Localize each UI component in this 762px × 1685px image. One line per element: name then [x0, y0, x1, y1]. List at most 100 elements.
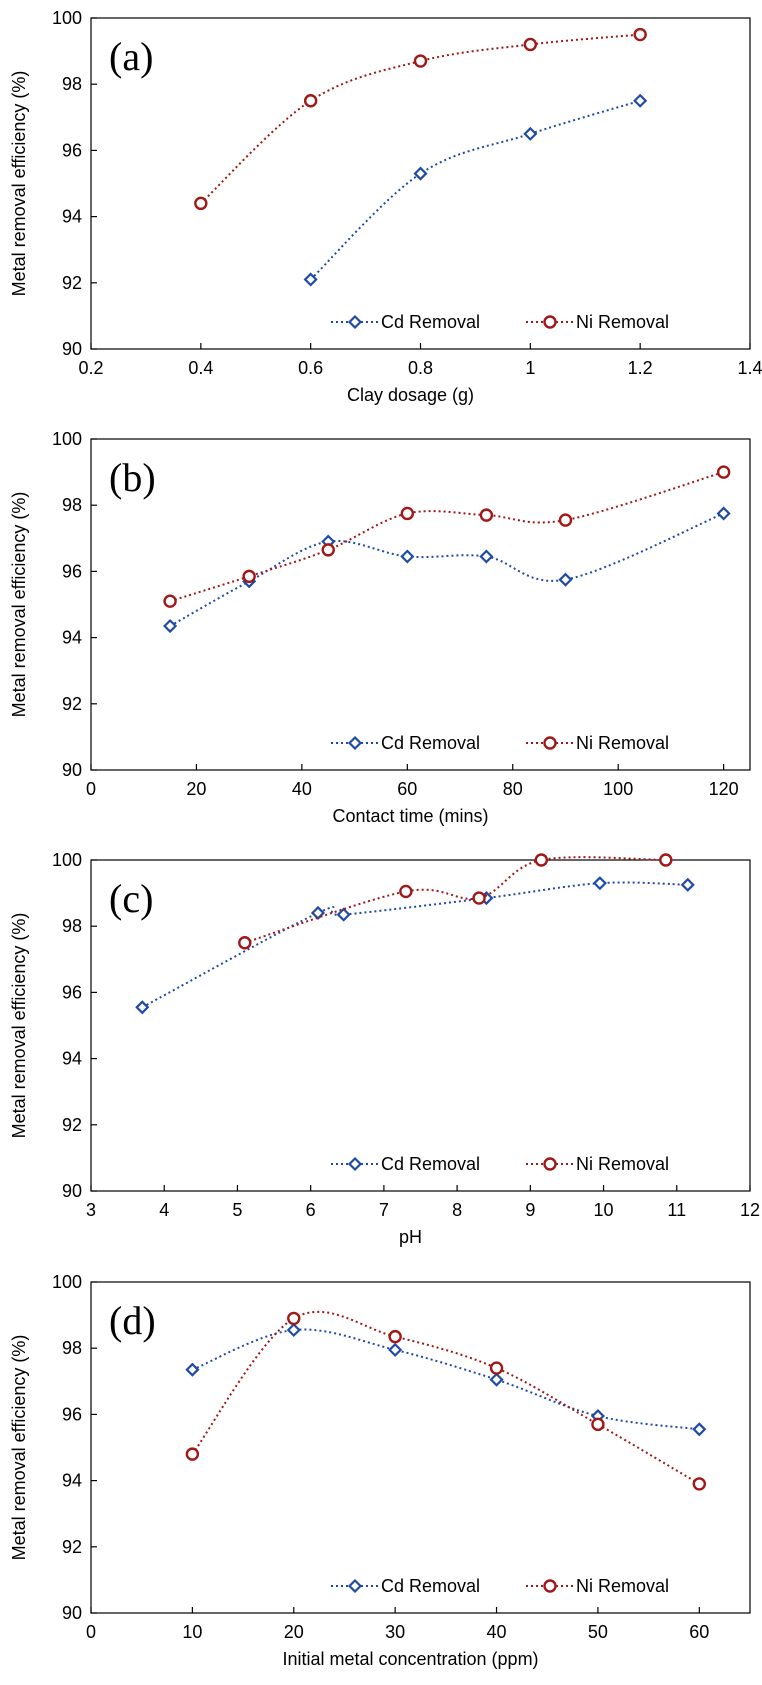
y-axis-title: Metal removal efficiency (%): [9, 71, 29, 297]
legend-label: Ni Removal: [576, 312, 669, 332]
x-axis-title: Contact time (mins): [332, 806, 488, 826]
data-point-ni: [523, 37, 538, 52]
x-tick-label: 11: [667, 1200, 686, 1220]
x-tick-label: 8: [452, 1200, 462, 1220]
data-point-cd: [479, 549, 494, 564]
x-tick-label: 5: [232, 1200, 242, 1220]
y-tick-label: 90: [62, 339, 82, 359]
data-point-ni: [185, 1447, 200, 1461]
legend-item-cd: Cd Removal: [331, 312, 480, 332]
data-point-cd: [716, 506, 731, 521]
y-tick-label: 96: [62, 982, 82, 1002]
y-tick-label: 90: [62, 760, 82, 780]
panel-label: (c): [109, 876, 153, 921]
y-tick-label: 94: [62, 1049, 82, 1069]
chart-panel-1: 90 92 94 96 98 100 0.2 0.4 0.6 0.8 1 1.2 1.4 Clay dos…: [9, 8, 762, 405]
data-point-ni: [472, 891, 486, 905]
y-tick-label: 98: [62, 74, 82, 94]
data-point-ni: [716, 465, 731, 479]
y-tick-label: 100: [52, 8, 82, 28]
series-line-ni: [244, 856, 666, 944]
data-point-cd: [413, 166, 428, 181]
data-point-ni: [558, 513, 573, 527]
chart-panel-4: 90 92 94 96 98 100 0 10 20 30 40 50 60 Initial metal …: [9, 1272, 751, 1669]
series-line-ni: [169, 471, 724, 603]
y-tick-label: 100: [52, 850, 82, 870]
y-axis-title: Metal removal efficiency (%): [9, 492, 29, 718]
data-point-cd: [336, 907, 351, 922]
data-point-cd: [286, 1322, 301, 1338]
x-tick-label: 1.2: [628, 358, 653, 378]
x-tick-label: 1.4: [737, 358, 762, 378]
y-tick-label: 96: [62, 561, 82, 581]
x-tick-label: 1: [525, 358, 535, 378]
x-tick-label: 3: [86, 1200, 96, 1220]
y-tick-label: 98: [62, 1338, 82, 1358]
y-tick-label: 92: [62, 694, 82, 714]
x-tick-label: 40: [292, 779, 312, 799]
data-point-ni: [591, 1417, 605, 1432]
panel-label: (d): [109, 1298, 156, 1343]
legend-label: Ni Removal: [576, 733, 669, 753]
x-tick-label: 120: [709, 779, 739, 799]
legend-circle-marker: [543, 315, 557, 329]
y-tick-label: 94: [62, 628, 82, 648]
x-tick-label: 10: [594, 1200, 614, 1220]
x-tick-label: 100: [603, 779, 633, 799]
data-point-ni: [489, 1361, 504, 1375]
data-point-cd: [489, 1372, 504, 1387]
x-axis-title: Initial metal concentration (ppm): [282, 1649, 538, 1669]
legend-label: Cd Removal: [381, 1576, 480, 1596]
x-tick-label: 9: [525, 1200, 535, 1220]
data-point-ni: [633, 27, 647, 42]
series-line-cd: [309, 99, 641, 281]
data-point-ni: [303, 94, 318, 108]
legend-diamond-marker: [347, 314, 363, 330]
data-point-ni: [534, 853, 549, 867]
legend-item-ni: Ni Removal: [526, 1576, 669, 1596]
legend-label: Ni Removal: [576, 1576, 669, 1596]
data-point-ni: [388, 1329, 402, 1344]
data-point-ni: [238, 936, 252, 950]
legend-diamond-marker: [347, 735, 363, 751]
legend-label: Cd Removal: [381, 733, 480, 753]
y-tick-label: 90: [62, 1181, 82, 1201]
legend-item-ni: Ni Removal: [526, 733, 669, 753]
y-tick-label: 96: [62, 1404, 82, 1424]
x-tick-label: 50: [588, 1622, 608, 1642]
x-tick-label: 40: [487, 1622, 507, 1642]
x-tick-label: 0.4: [188, 358, 213, 378]
x-tick-label: 0.8: [408, 358, 433, 378]
legend-item-cd: Cd Removal: [331, 733, 480, 753]
plot-frame: [90, 1281, 751, 1614]
data-point-cd: [633, 93, 648, 108]
legend-circle-marker: [543, 1157, 557, 1171]
data-point-cd: [163, 618, 178, 634]
data-point-ni: [479, 508, 494, 522]
data-point-ni: [194, 196, 208, 211]
x-tick-label: 30: [385, 1622, 405, 1642]
legend-circle-marker: [543, 1579, 557, 1593]
panel-label: (a): [109, 34, 153, 79]
data-point-cd: [592, 876, 607, 891]
chart-panel-3: 90 92 94 96 98 100 3 4 5 6 7 8 9 10 11 12 pH Metal remova…: [9, 850, 760, 1247]
y-tick-label: 100: [52, 429, 82, 449]
y-tick-label: 94: [62, 207, 82, 227]
data-point-ni: [399, 884, 413, 899]
data-point-cd: [185, 1362, 200, 1377]
x-tick-label: 80: [503, 779, 523, 799]
series-line-cd: [141, 881, 688, 1009]
data-point-cd: [523, 126, 538, 141]
legend-item-ni: Ni Removal: [526, 1154, 669, 1174]
data-point-ni: [659, 853, 673, 867]
y-tick-label: 96: [62, 140, 82, 160]
x-tick-label: 60: [689, 1622, 709, 1642]
legend-circle-marker: [543, 736, 557, 750]
plot-frame: [90, 438, 751, 771]
data-point-ni: [163, 594, 177, 608]
x-tick-label: 0.2: [78, 358, 103, 378]
legend-label: Ni Removal: [576, 1154, 669, 1174]
data-point-ni: [400, 506, 415, 521]
x-tick-label: 0: [86, 779, 96, 799]
